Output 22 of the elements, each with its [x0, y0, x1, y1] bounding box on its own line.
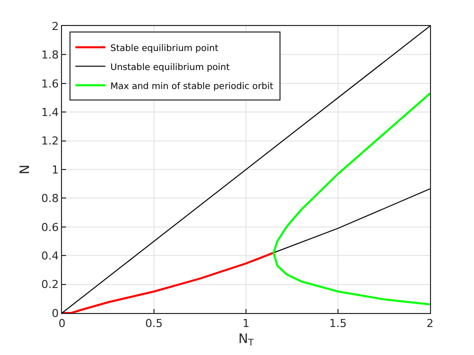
- x-axis-title: N$_{T}$: [238, 332, 254, 349]
- x-tick-label: 1.5: [329, 317, 347, 330]
- y-tick-label: 1.2: [41, 134, 59, 148]
- line-series: [272, 92, 430, 306]
- y-tick-label: 0.8: [41, 192, 59, 206]
- y-tick-label: 0: [52, 306, 59, 320]
- legend-label: Stable equilibrium point: [110, 44, 219, 54]
- y-axis-title: N: [18, 164, 34, 174]
- line-series: [62, 252, 275, 313]
- y-tick-label: 0.6: [41, 220, 59, 234]
- legend-label: Max and min of stable periodic orbit: [110, 82, 274, 92]
- x-tick-label: 1: [242, 317, 250, 330]
- y-tick-label: 1.6: [41, 77, 59, 90]
- y-tick-label: 0.2: [41, 278, 59, 292]
- y-tick-label: 1.8: [41, 48, 59, 62]
- y-tick-label: 2: [52, 20, 59, 33]
- y-tick-label: 1: [52, 163, 59, 176]
- x-tick-label: 0.5: [145, 317, 163, 330]
- legend-label: Unstable equilibrium point: [110, 62, 230, 73]
- x-tick-label: 2: [426, 317, 434, 330]
- y-tick-label: 1.4: [41, 106, 59, 119]
- y-tick-label: 0.4: [41, 249, 59, 262]
